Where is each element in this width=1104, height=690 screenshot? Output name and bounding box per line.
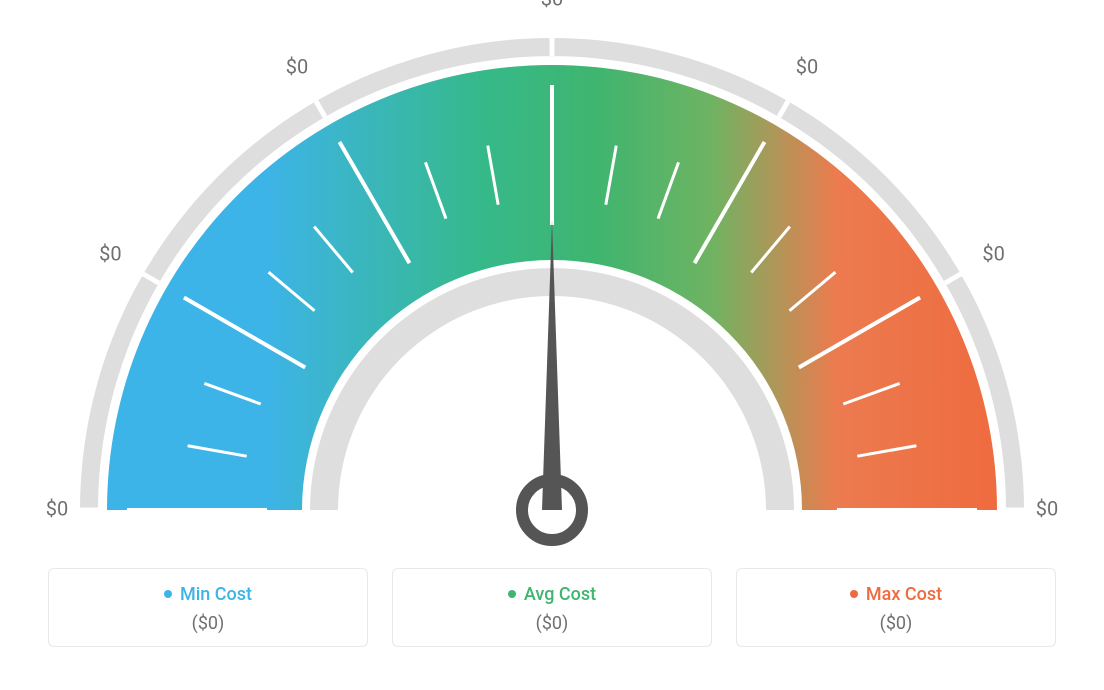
- gauge-tick-label: $0: [286, 55, 308, 79]
- gauge-needle: [542, 220, 562, 510]
- legend-label: Min Cost: [180, 584, 252, 605]
- gauge-tick-label: $0: [982, 241, 1004, 265]
- gauge-svg: $0 $0 $0 $0 $0 $0 $0: [0, 0, 1104, 560]
- legend-title: Avg Cost: [508, 584, 596, 605]
- legend-dot-icon: [508, 590, 516, 598]
- legend-row: Min Cost ($0) Avg Cost ($0) Max Cost ($0): [0, 568, 1104, 647]
- legend-title: Min Cost: [164, 584, 252, 605]
- gauge-tick-label: $0: [541, 0, 563, 10]
- legend-dot-icon: [164, 590, 172, 598]
- gauge-tick-label: $0: [796, 55, 818, 79]
- gauge-chart: $0 $0 $0 $0 $0 $0 $0: [0, 0, 1104, 560]
- legend-card: Min Cost ($0): [48, 568, 368, 647]
- legend-label: Avg Cost: [524, 584, 596, 605]
- legend-title: Max Cost: [850, 584, 942, 605]
- legend-value: ($0): [403, 613, 701, 634]
- legend-value: ($0): [747, 613, 1045, 634]
- gauge-tick-label: $0: [1036, 496, 1058, 520]
- legend-card: Avg Cost ($0): [392, 568, 712, 647]
- legend-value: ($0): [59, 613, 357, 634]
- legend-card: Max Cost ($0): [736, 568, 1056, 647]
- legend-label: Max Cost: [866, 584, 942, 605]
- gauge-tick-label: $0: [46, 496, 68, 520]
- legend-dot-icon: [850, 590, 858, 598]
- gauge-tick-label: $0: [99, 241, 121, 265]
